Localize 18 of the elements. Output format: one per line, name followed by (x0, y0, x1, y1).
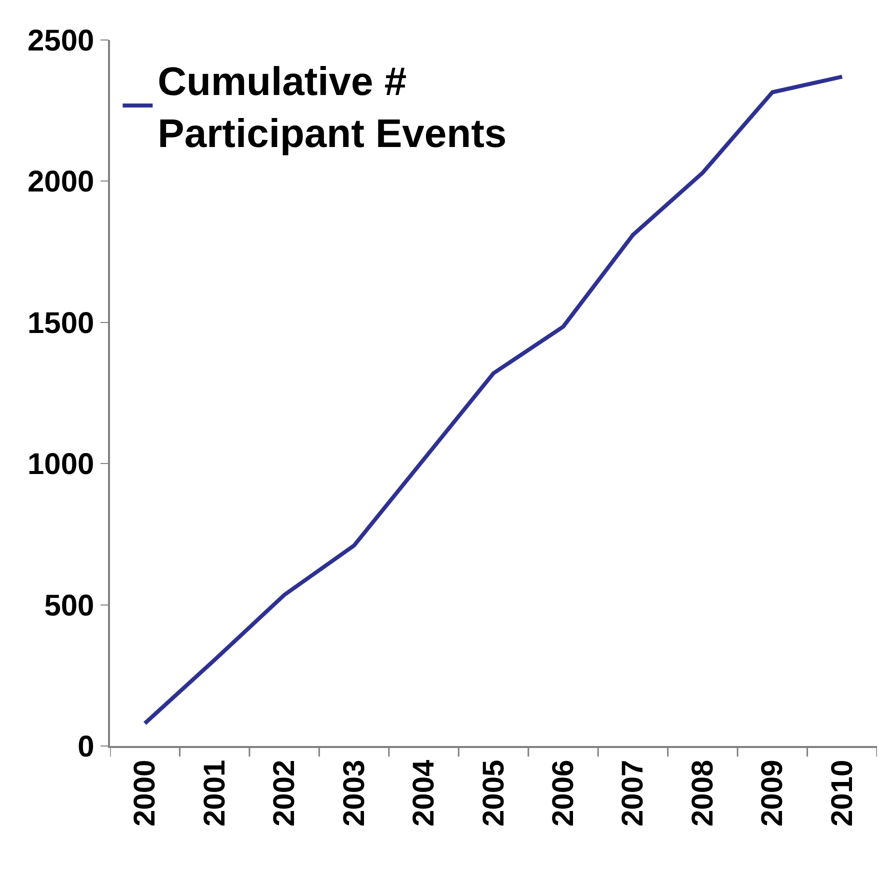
x-tick-label: 2009 (756, 760, 790, 826)
x-tick-label: 2002 (268, 760, 302, 826)
x-tick-label: 2010 (826, 760, 859, 826)
x-tick-label: 2007 (616, 760, 650, 826)
y-tick-label: 1000 (28, 448, 94, 482)
y-tick-label: 500 (44, 589, 94, 622)
x-tick-label: 2004 (408, 759, 441, 826)
y-tick-label: 2500 (28, 24, 94, 58)
y-tick-label: 1500 (28, 306, 94, 340)
x-tick-label: 2001 (198, 760, 232, 826)
legend-label: Cumulative # Participant Events (158, 60, 507, 156)
x-tick-label: 2005 (477, 760, 510, 826)
x-tick-label: 2006 (546, 760, 580, 826)
x-tick-label: 2008 (686, 760, 720, 826)
x-tick-label: 2000 (128, 760, 162, 826)
x-tick-label: 2003 (338, 760, 371, 826)
y-tick-label: 0 (78, 730, 94, 764)
y-tick-label: 2000 (28, 166, 94, 199)
